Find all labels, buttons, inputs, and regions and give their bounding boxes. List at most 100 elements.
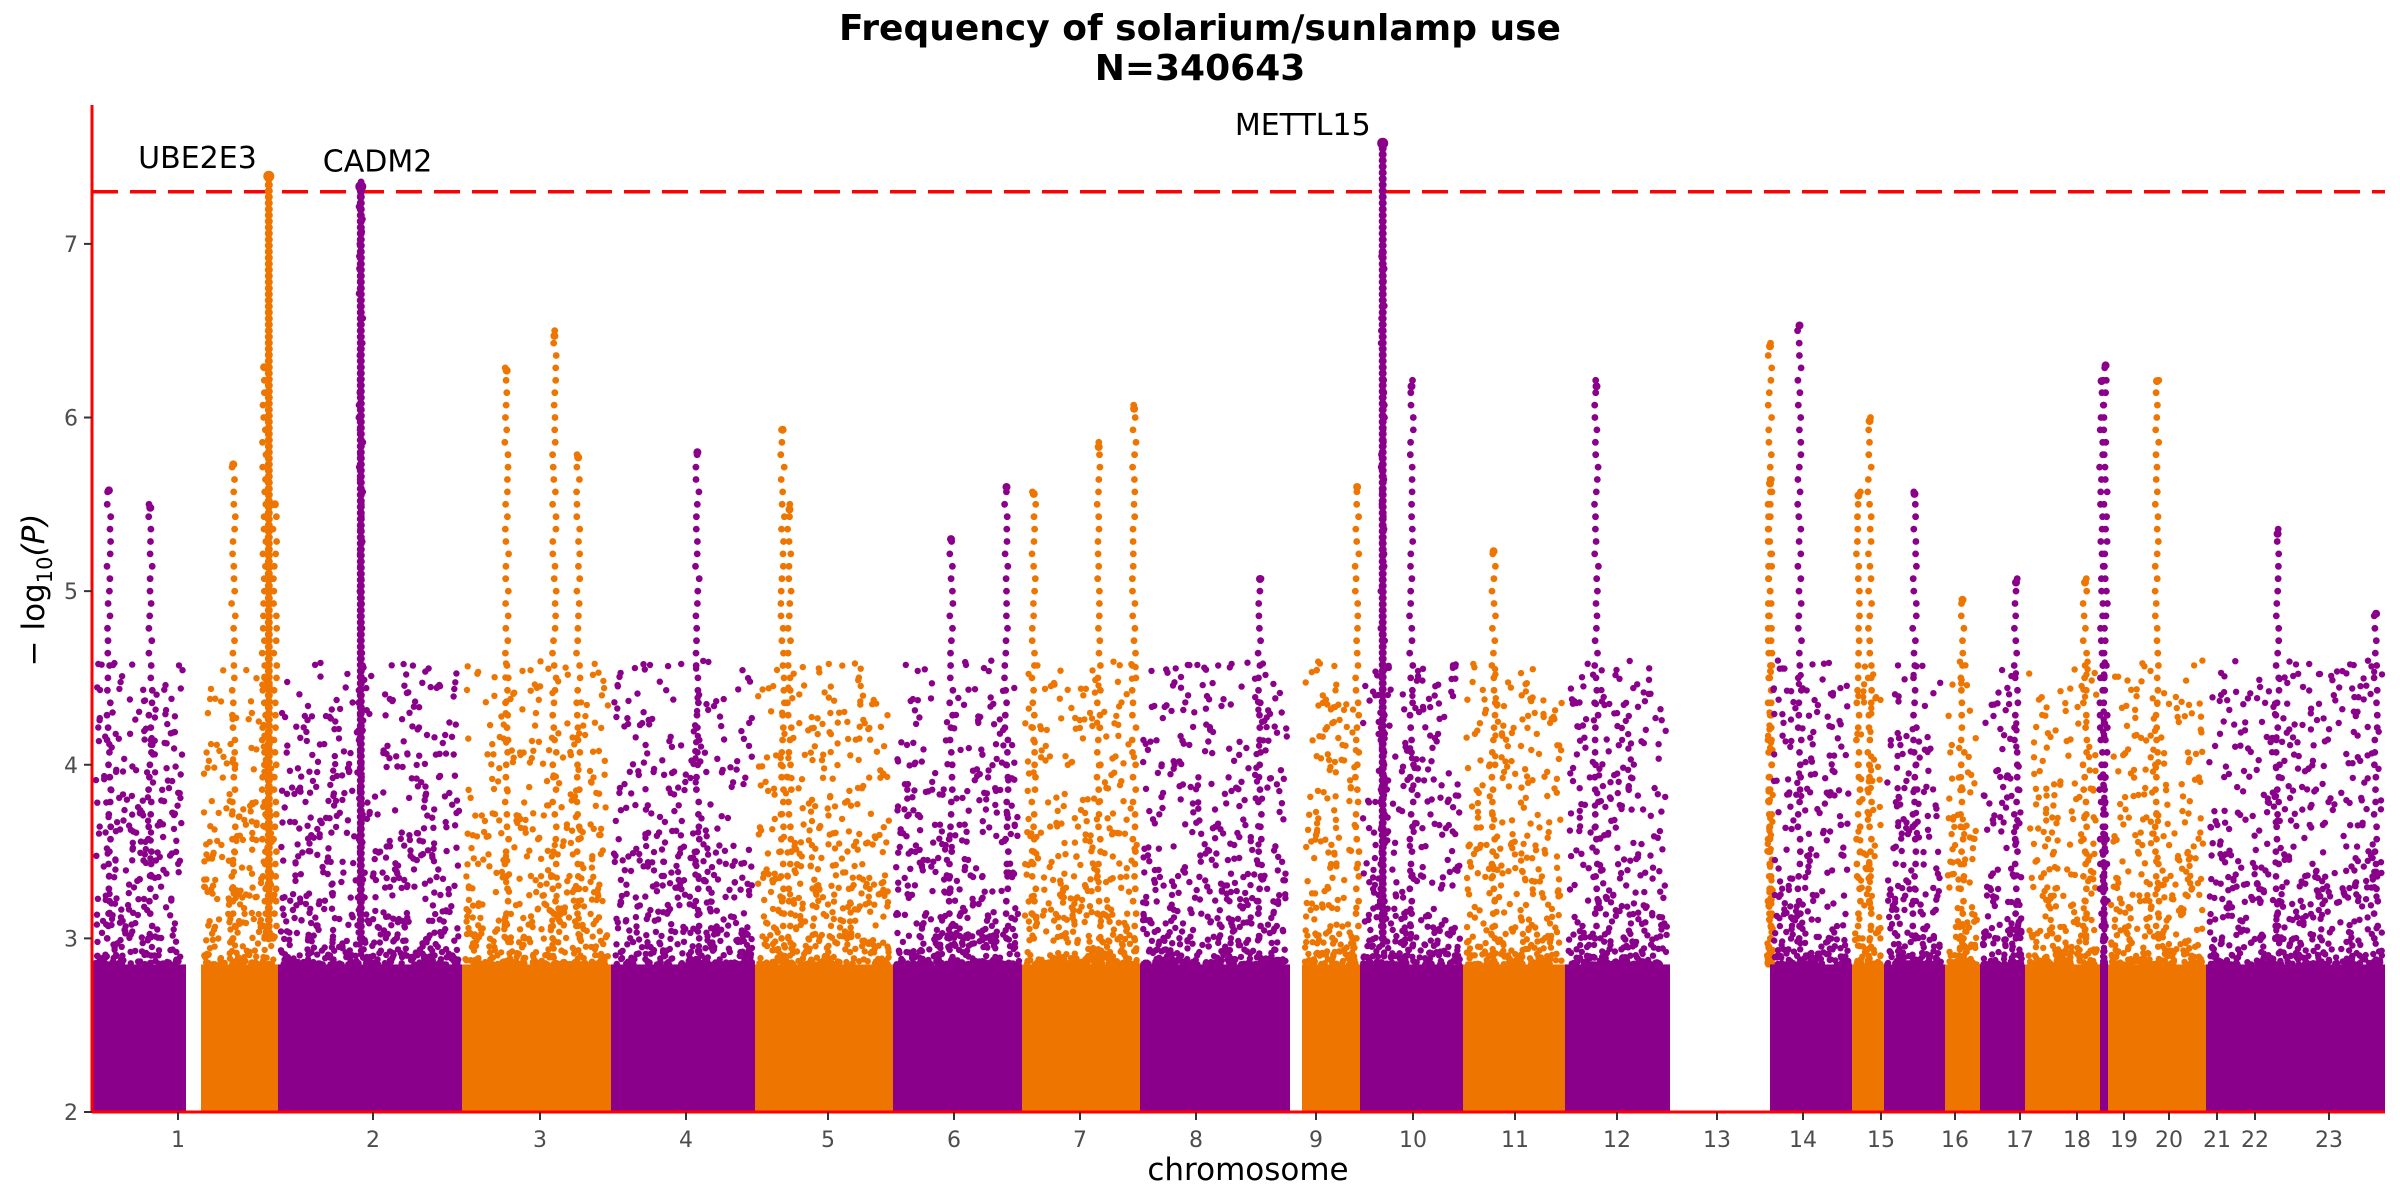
snp-point [386, 755, 393, 762]
snp-point [1340, 894, 1347, 902]
snp-point [555, 780, 563, 787]
peak-point [573, 649, 580, 657]
snp-point [798, 960, 805, 968]
snp-point [687, 854, 694, 862]
snp-point [1332, 824, 1340, 832]
snp-point [1061, 955, 1068, 963]
snp-point [1305, 950, 1312, 958]
peak-point [1096, 711, 1104, 719]
snp-point [431, 806, 438, 813]
snp-point [710, 961, 717, 968]
snp-point [207, 740, 215, 748]
snp-point [152, 893, 159, 900]
snp-point [625, 853, 632, 860]
peak-point [1001, 662, 1009, 669]
snp-point [94, 938, 101, 946]
snp-point [409, 723, 416, 730]
peak-point [228, 686, 236, 694]
peak-point [1030, 538, 1038, 545]
peak-point [1002, 761, 1010, 769]
peak-point [273, 624, 281, 632]
snp-point [1230, 757, 1238, 764]
snp-point [1431, 692, 1438, 699]
snp-point [1086, 709, 1094, 717]
chromosome-6-points [755, 425, 893, 1112]
snp-point [1169, 682, 1177, 689]
snp-point [805, 837, 813, 844]
peak-point [550, 575, 558, 583]
snp-point [1277, 767, 1285, 774]
peak-point [576, 662, 583, 669]
snp-point [859, 692, 867, 699]
peak-point [1355, 848, 1363, 855]
snp-point [1129, 960, 1137, 968]
peak-point [693, 500, 701, 508]
snp-point [484, 751, 491, 758]
snp-point [1338, 756, 1345, 763]
snp-point [819, 774, 827, 781]
snp-point [293, 902, 300, 909]
snp-point [1226, 745, 1233, 752]
snp-point [1062, 851, 1069, 858]
snp-point [545, 946, 552, 953]
snp-point [152, 857, 160, 864]
peak-point [230, 624, 238, 632]
snp-point [413, 775, 420, 782]
snp-point [1087, 876, 1094, 883]
snp-point [866, 774, 873, 781]
snp-point [383, 931, 390, 939]
peak-point [272, 711, 279, 719]
snp-point [1072, 714, 1079, 722]
peak-point [1030, 835, 1038, 843]
peak-point [786, 600, 794, 607]
peak-point [229, 550, 237, 558]
snp-point [1324, 701, 1331, 708]
snp-point [1061, 839, 1068, 847]
peak-point [1354, 699, 1362, 707]
snp-point [1078, 903, 1085, 910]
snp-point [566, 872, 573, 880]
snp-point [992, 741, 1000, 748]
snp-point [587, 878, 594, 885]
peak-point [1352, 885, 1360, 893]
peak-point [947, 575, 955, 583]
peak-point [784, 773, 792, 781]
snp-point [790, 960, 797, 968]
snp-point [1210, 953, 1218, 960]
snp-point [251, 947, 258, 954]
snp-point [996, 730, 1004, 737]
snp-point [1177, 796, 1184, 803]
snp-point [1399, 888, 1406, 896]
snp-point [1430, 905, 1438, 913]
snp-point [728, 783, 735, 791]
peak-point [780, 463, 788, 471]
peak-point [1256, 587, 1264, 595]
snp-point [1202, 705, 1210, 712]
peak-point [695, 811, 702, 818]
snp-point [314, 951, 321, 958]
snp-point [623, 881, 630, 888]
snp-point [1217, 880, 1225, 887]
snp-point [424, 847, 432, 854]
peak-point [502, 414, 509, 421]
peak-point [787, 587, 795, 595]
snp-point [435, 866, 442, 873]
snp-point [1159, 789, 1167, 797]
snp-point [1161, 937, 1168, 944]
snp-point [164, 720, 171, 728]
snp-point [733, 766, 740, 773]
snp-point [959, 794, 966, 802]
peak-point [105, 811, 113, 818]
snp-point [730, 842, 737, 849]
snp-point [1120, 949, 1128, 956]
peak-point [504, 476, 511, 483]
peak-point [258, 786, 266, 793]
snp-point [832, 861, 839, 869]
snp-point [1343, 701, 1350, 708]
snp-point [296, 784, 304, 791]
snp-point [503, 957, 510, 964]
peak-point [549, 500, 556, 508]
snp-point [442, 731, 449, 739]
snp-point [909, 695, 917, 703]
snp-point [1088, 848, 1095, 855]
